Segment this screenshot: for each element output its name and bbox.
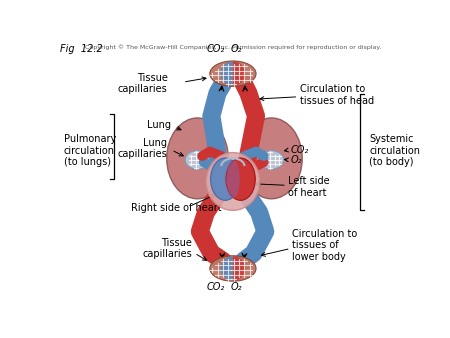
Text: Lung: Lung [147, 120, 171, 130]
Text: O₂: O₂ [291, 155, 302, 165]
Text: Lung
capillaries: Lung capillaries [118, 138, 167, 159]
Text: CO₂: CO₂ [291, 145, 309, 155]
Text: Left side
of heart: Left side of heart [288, 176, 330, 198]
Ellipse shape [166, 118, 228, 199]
Text: Copyright © The McGraw-Hill Companies, Inc. Permission required for reproduction: Copyright © The McGraw-Hill Companies, I… [85, 44, 381, 50]
Text: Fig  12.2: Fig 12.2 [60, 44, 103, 54]
Ellipse shape [226, 160, 240, 198]
Ellipse shape [206, 152, 260, 210]
Text: CO₂: CO₂ [206, 44, 225, 54]
Ellipse shape [259, 151, 284, 169]
Ellipse shape [241, 118, 302, 199]
Text: O₂: O₂ [230, 44, 242, 54]
Text: Circulation to
tissues of head: Circulation to tissues of head [300, 84, 374, 106]
Ellipse shape [210, 61, 256, 87]
Text: O₂: O₂ [230, 282, 242, 292]
Text: Systemic
circulation
(to body): Systemic circulation (to body) [369, 134, 420, 167]
Wedge shape [220, 62, 233, 86]
Text: Right side of heart: Right side of heart [130, 203, 221, 213]
Ellipse shape [185, 151, 210, 169]
Ellipse shape [226, 158, 255, 200]
Wedge shape [220, 256, 233, 281]
Ellipse shape [211, 158, 240, 200]
Ellipse shape [210, 256, 256, 281]
Text: CO₂: CO₂ [206, 282, 225, 292]
Text: Tissue
capillaries: Tissue capillaries [142, 238, 192, 259]
Text: Pulmonary
circulation
(to lungs): Pulmonary circulation (to lungs) [63, 134, 116, 167]
Wedge shape [233, 256, 245, 281]
Wedge shape [233, 62, 245, 86]
Text: Tissue
capillaries: Tissue capillaries [118, 73, 167, 95]
Text: Circulation to
tissues of
lower body: Circulation to tissues of lower body [292, 229, 357, 262]
